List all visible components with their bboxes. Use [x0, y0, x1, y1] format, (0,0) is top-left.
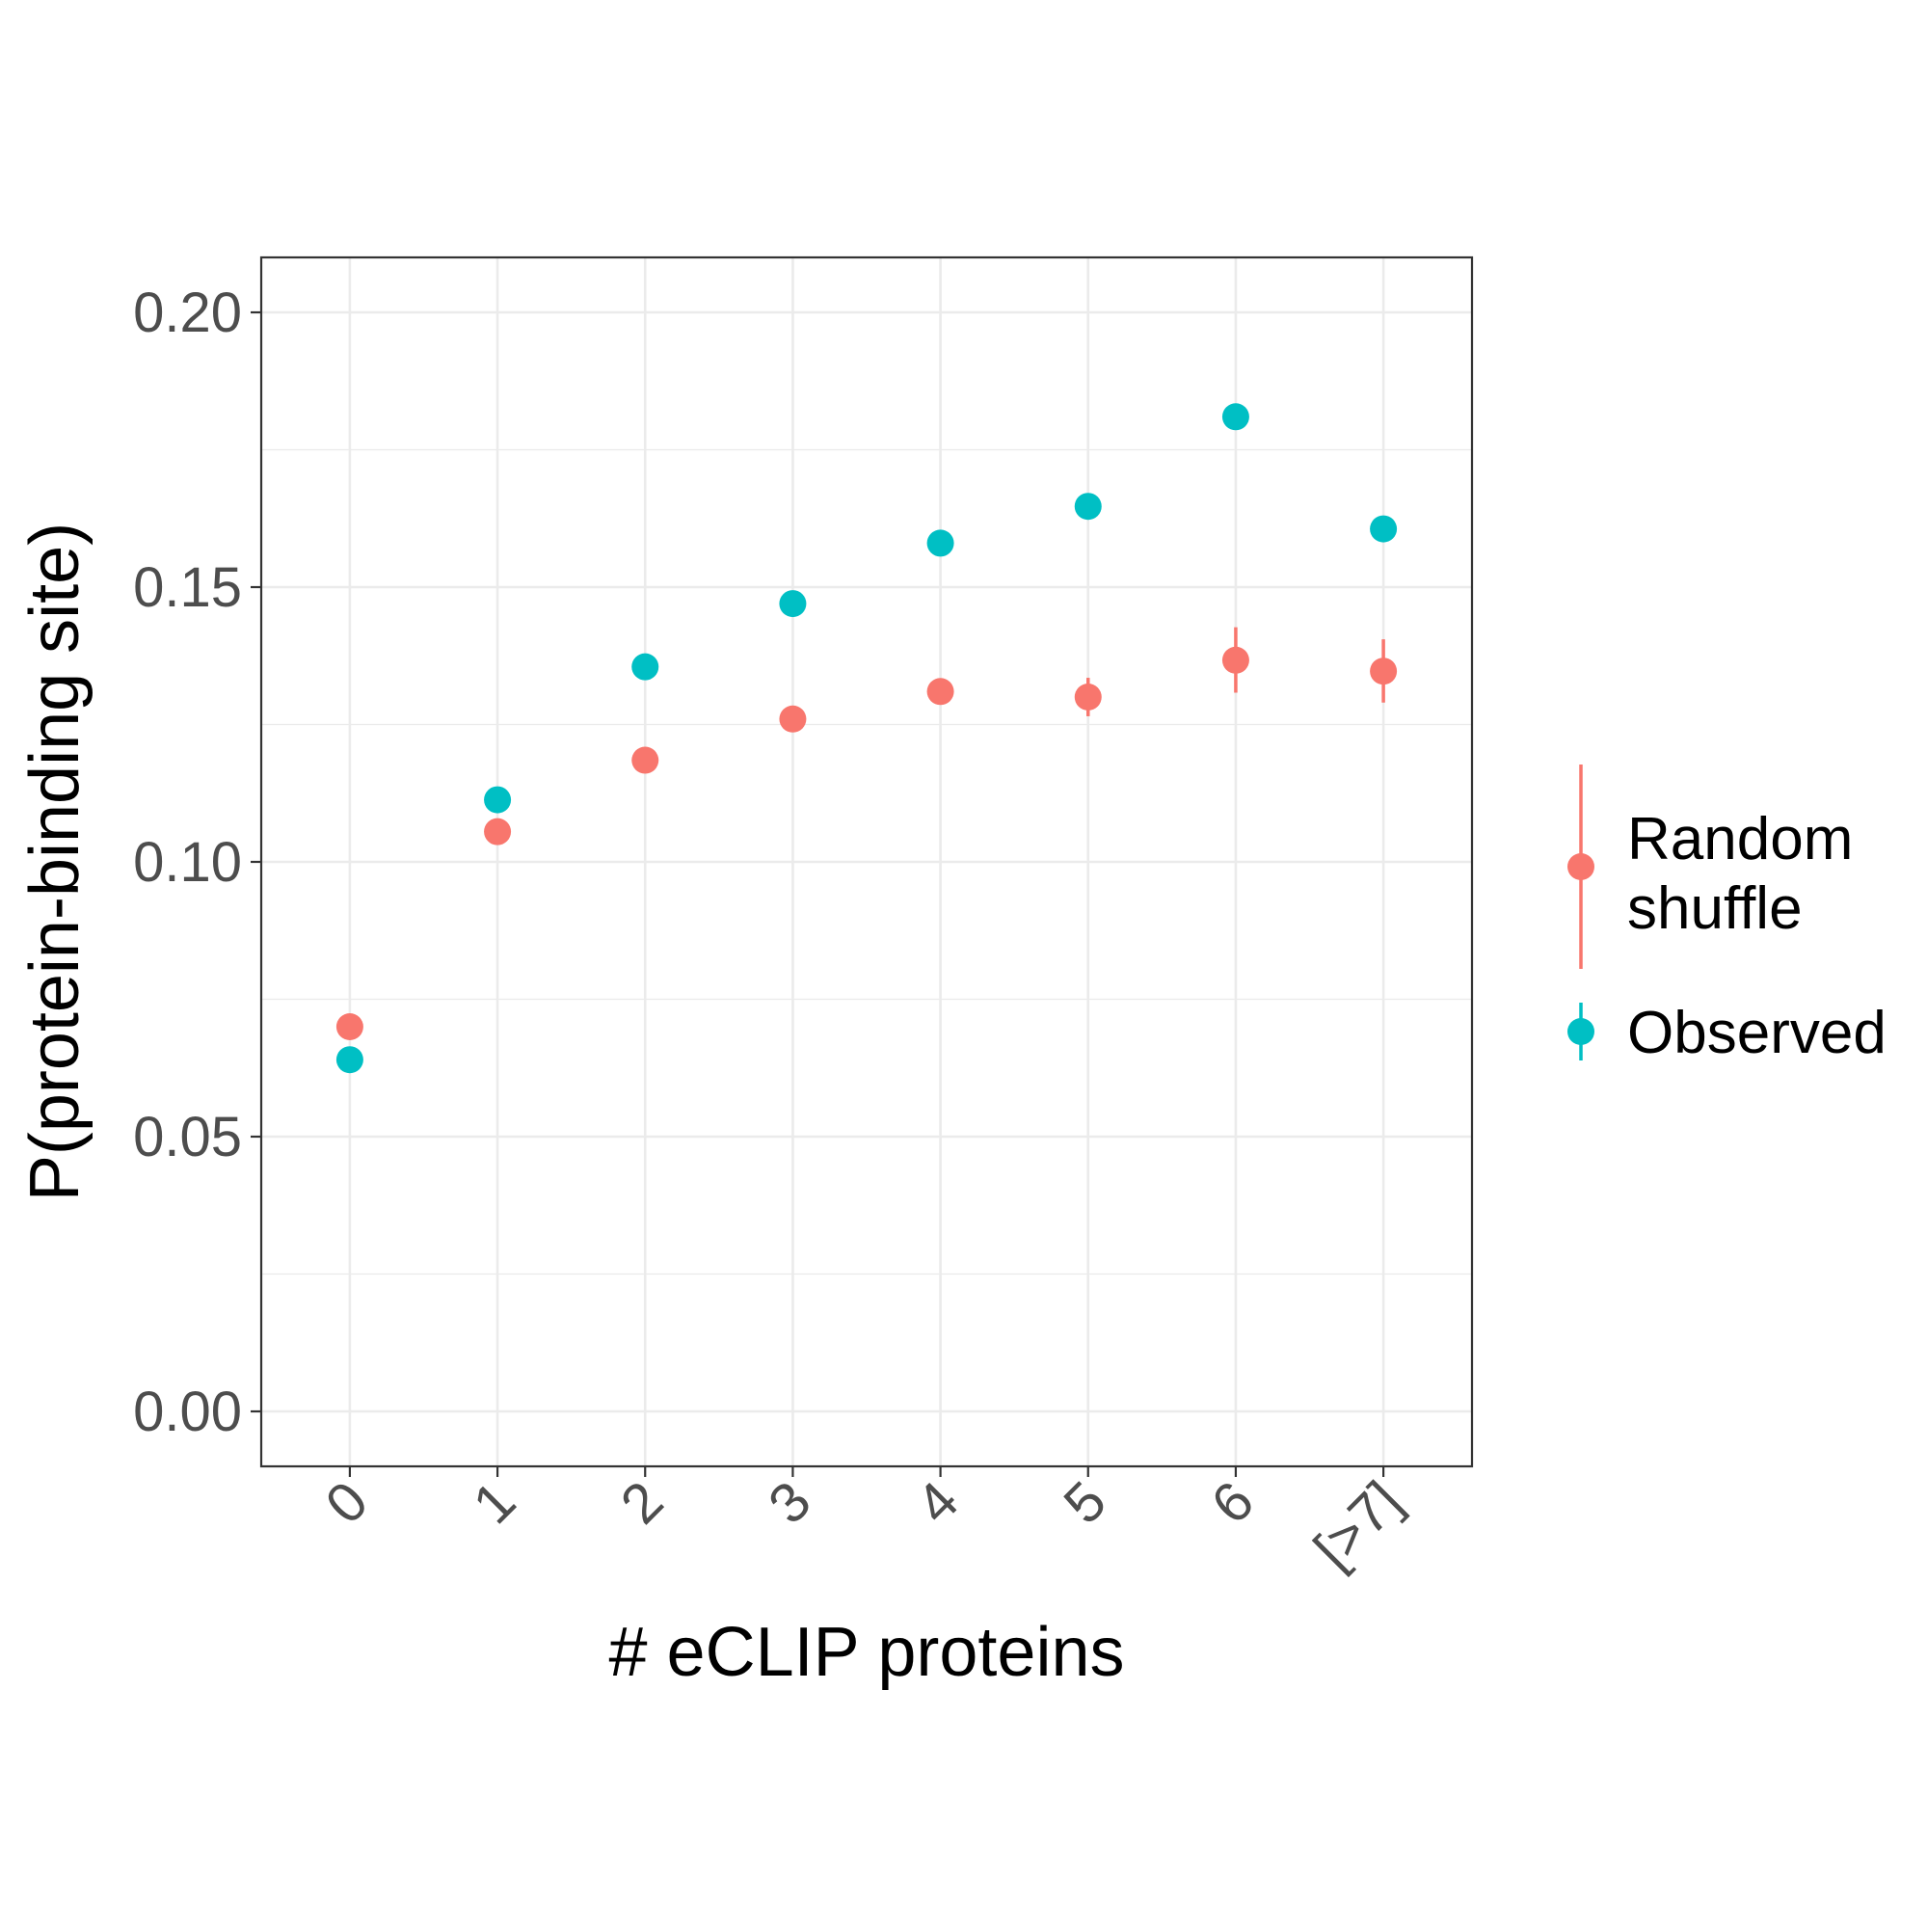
random-shuffle-point — [631, 746, 659, 774]
legend-key-point — [1567, 853, 1594, 880]
observed-point — [926, 529, 954, 557]
x-axis-title: # eCLIP proteins — [608, 1614, 1124, 1691]
x-tick-label: 6 — [1199, 1469, 1266, 1536]
y-tick-label: 0.15 — [133, 556, 242, 619]
observed-point — [1370, 515, 1398, 543]
observed-point — [779, 590, 807, 618]
random-shuffle-point — [335, 1013, 363, 1040]
major-gridlines — [261, 257, 1472, 1466]
legend: Random shuffle Observed — [1567, 765, 1887, 1066]
random-shuffle-point — [1370, 657, 1398, 685]
observed-point — [1221, 403, 1249, 431]
random-shuffle-point — [1221, 646, 1249, 674]
minor-gridlines — [261, 448, 1472, 1275]
x-tick-label: 0 — [313, 1469, 380, 1536]
y-tick-label: 0.05 — [133, 1106, 242, 1168]
random-shuffle-point — [926, 678, 954, 706]
observed-point — [1074, 493, 1102, 521]
y-tick-label: 0.20 — [133, 282, 242, 344]
observed-point — [631, 653, 659, 681]
x-tick-label: 4 — [904, 1469, 971, 1536]
x-tick-label: [>7] — [1302, 1469, 1414, 1581]
observed-point — [335, 1046, 363, 1074]
observed-point — [484, 786, 512, 814]
y-axis: 0.00 0.05 0.10 0.15 0.20 — [133, 282, 261, 1443]
legend-key-point — [1567, 1018, 1594, 1045]
x-tick-label: 1 — [461, 1469, 527, 1536]
random-shuffle-point — [1074, 684, 1102, 711]
x-axis: 0 1 2 3 4 5 6 [>7] — [313, 1466, 1413, 1581]
legend-label: Random shuffle — [1627, 806, 1853, 942]
x-tick-label: 2 — [609, 1469, 676, 1536]
x-tick-label: 3 — [757, 1469, 823, 1536]
random-shuffle-point — [484, 818, 512, 845]
x-tick-label: 5 — [1052, 1469, 1118, 1536]
data-marks — [335, 403, 1398, 1074]
y-tick-label: 0.10 — [133, 831, 242, 894]
y-tick-label: 0.00 — [133, 1381, 242, 1443]
y-axis-title: P(protein-binding site) — [16, 523, 94, 1201]
random-shuffle-point — [779, 705, 807, 733]
legend-label: Observed — [1627, 1000, 1887, 1066]
